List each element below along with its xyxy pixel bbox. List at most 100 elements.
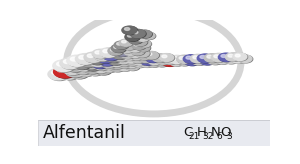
- Circle shape: [78, 63, 84, 66]
- Circle shape: [83, 60, 100, 69]
- Circle shape: [155, 56, 170, 64]
- Circle shape: [158, 58, 163, 60]
- Circle shape: [140, 31, 145, 34]
- Circle shape: [221, 55, 226, 57]
- Circle shape: [223, 55, 238, 63]
- Circle shape: [129, 50, 143, 58]
- Circle shape: [186, 58, 192, 61]
- Circle shape: [162, 58, 176, 66]
- Circle shape: [121, 45, 135, 53]
- Circle shape: [140, 41, 145, 44]
- Circle shape: [75, 62, 93, 71]
- Circle shape: [202, 57, 207, 61]
- Circle shape: [89, 68, 95, 71]
- Circle shape: [91, 57, 97, 60]
- Circle shape: [142, 32, 155, 39]
- Circle shape: [89, 56, 106, 65]
- Text: 3: 3: [226, 132, 232, 141]
- Circle shape: [138, 35, 143, 38]
- Circle shape: [160, 54, 175, 62]
- Circle shape: [92, 59, 98, 62]
- Circle shape: [59, 69, 79, 79]
- Circle shape: [53, 60, 74, 72]
- Circle shape: [55, 67, 76, 78]
- Circle shape: [135, 39, 140, 42]
- Circle shape: [128, 64, 133, 66]
- Circle shape: [84, 52, 103, 62]
- Circle shape: [133, 31, 138, 34]
- Circle shape: [136, 50, 150, 57]
- Circle shape: [53, 66, 75, 78]
- Circle shape: [184, 57, 200, 66]
- Circle shape: [140, 53, 145, 56]
- Circle shape: [154, 58, 169, 66]
- Circle shape: [207, 55, 212, 58]
- Text: 32: 32: [202, 132, 214, 141]
- Circle shape: [61, 58, 82, 69]
- Text: H: H: [197, 126, 207, 139]
- Circle shape: [218, 57, 223, 60]
- Circle shape: [93, 61, 110, 70]
- Circle shape: [110, 60, 125, 68]
- Circle shape: [169, 55, 185, 64]
- Circle shape: [148, 56, 153, 58]
- Circle shape: [200, 55, 205, 58]
- Circle shape: [162, 55, 167, 58]
- Circle shape: [165, 57, 170, 60]
- Circle shape: [142, 58, 148, 61]
- Circle shape: [97, 53, 103, 56]
- Circle shape: [102, 64, 118, 72]
- Circle shape: [191, 56, 207, 65]
- Circle shape: [111, 44, 126, 52]
- Circle shape: [77, 66, 83, 69]
- Circle shape: [131, 55, 146, 63]
- Circle shape: [233, 56, 238, 59]
- Circle shape: [75, 64, 93, 74]
- Circle shape: [119, 39, 132, 46]
- Circle shape: [111, 61, 126, 69]
- Circle shape: [123, 27, 138, 35]
- Circle shape: [87, 63, 93, 66]
- Circle shape: [124, 48, 138, 56]
- Circle shape: [95, 52, 112, 61]
- Circle shape: [132, 55, 147, 63]
- Circle shape: [122, 26, 137, 34]
- Circle shape: [96, 66, 112, 75]
- Circle shape: [135, 49, 149, 57]
- Circle shape: [137, 30, 152, 38]
- Circle shape: [169, 57, 184, 66]
- Circle shape: [117, 56, 132, 64]
- Circle shape: [172, 59, 177, 62]
- Circle shape: [97, 54, 114, 63]
- Circle shape: [108, 47, 123, 55]
- Text: O: O: [220, 126, 231, 139]
- Circle shape: [76, 62, 94, 72]
- Circle shape: [76, 54, 96, 65]
- Circle shape: [139, 41, 152, 47]
- Circle shape: [111, 48, 116, 51]
- Circle shape: [136, 34, 149, 41]
- Circle shape: [128, 34, 133, 37]
- Circle shape: [95, 65, 101, 68]
- Circle shape: [131, 48, 145, 55]
- Circle shape: [146, 55, 161, 62]
- Circle shape: [63, 60, 70, 63]
- Circle shape: [148, 56, 162, 65]
- Circle shape: [199, 56, 215, 64]
- Circle shape: [146, 54, 160, 62]
- Circle shape: [125, 58, 140, 65]
- Circle shape: [205, 54, 220, 62]
- Circle shape: [239, 55, 253, 63]
- Circle shape: [197, 54, 213, 62]
- Circle shape: [67, 67, 86, 77]
- Circle shape: [119, 57, 124, 60]
- Circle shape: [124, 28, 130, 30]
- Circle shape: [147, 59, 162, 67]
- Circle shape: [75, 61, 82, 64]
- Circle shape: [110, 59, 125, 67]
- Circle shape: [71, 69, 89, 79]
- Circle shape: [125, 60, 139, 67]
- Circle shape: [110, 63, 126, 72]
- Circle shape: [110, 58, 116, 61]
- Circle shape: [88, 55, 105, 64]
